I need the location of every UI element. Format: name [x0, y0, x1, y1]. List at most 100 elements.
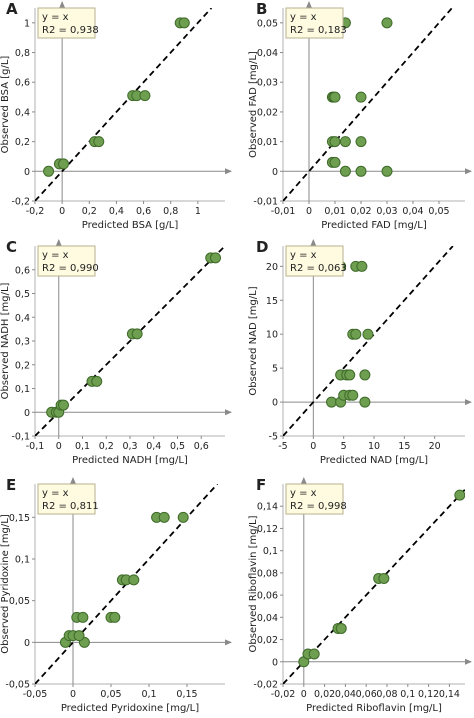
x-tick-label: 5	[341, 441, 347, 452]
panel-C: -0,1 0 0,1 0,2 0,3 0,4 0,5 0,6 -0,1 0 0,1 0,2 0,3 0,4…	[0, 238, 232, 466]
x-tick-label: 20	[429, 441, 441, 452]
x-tick-label: 0,4	[109, 206, 124, 217]
plot-area	[35, 8, 213, 201]
y-tick-label: 5	[272, 364, 278, 375]
y-tick-label: 0	[272, 167, 278, 178]
x-tick-label: 0,14	[439, 689, 460, 700]
data-point	[58, 158, 69, 170]
data-point	[58, 399, 69, 411]
y-tick-label: 0	[24, 408, 30, 419]
x-tick-label: 0,03	[376, 206, 397, 217]
x-tick-label: 0,1	[75, 441, 90, 452]
panel-label: A	[6, 0, 18, 18]
identity-line	[283, 8, 453, 201]
legend-line-label: y = x	[290, 250, 317, 261]
panel-label: E	[6, 476, 16, 494]
legend-line-label: y = x	[42, 12, 69, 23]
y-tick-label: -0,05	[5, 680, 30, 691]
x-axis-title: Predicted FAD [mg/L]	[321, 220, 427, 231]
y-tick-label: 0,05	[257, 18, 278, 29]
legend-box	[285, 7, 344, 39]
y-tick-label: 0,4	[15, 107, 30, 118]
y-tick-label: -0,1	[11, 432, 30, 443]
y-tick-label: 0,02	[257, 635, 278, 646]
x-tick-label: 0	[310, 441, 316, 452]
data-point	[335, 622, 347, 634]
x-tick-label: 0,8	[163, 206, 178, 217]
legend-box	[37, 245, 96, 277]
plot-area	[35, 484, 219, 684]
data-point	[359, 396, 371, 408]
data-point	[91, 375, 103, 387]
x-tick-label: 0,05	[100, 689, 121, 700]
y-tick-label: 0,1	[15, 555, 30, 566]
data-point	[355, 165, 367, 177]
data-point	[356, 260, 368, 272]
data-point	[454, 489, 465, 501]
y-tick-label: 0,04	[257, 48, 278, 59]
y-tick-label: -0,01	[253, 197, 278, 208]
panel-E: -0,05 0 0,05 0,1 0,15 -0,05 0 0,05 0,1 0,15 Predic…	[0, 476, 232, 714]
data-point	[43, 165, 55, 177]
y-tick-label: 0,3	[15, 337, 30, 348]
x-axis-title: Predicted NAD [mg/L]	[320, 455, 428, 466]
x-tick-label: 0,2	[82, 206, 97, 217]
x-tick-label: 0	[70, 689, 76, 700]
x-tick-label: 0	[306, 206, 312, 217]
panel-label: D	[256, 238, 268, 256]
y-tick-label: 20	[266, 262, 278, 273]
panel-B: -0,01 0 0,01 0,02 0,03 0,04 0,05 -0,01 0 0,01 0,02…	[248, 0, 472, 231]
x-tick-label: 0	[56, 441, 62, 452]
y-axis-title: Observed NAD [mg/L]	[248, 286, 259, 395]
x-axis-title: Predicted BSA [g/L]	[82, 220, 179, 231]
legend-r2-label: R2 = 0,063	[290, 263, 347, 274]
y-tick-label: 0,06	[257, 591, 278, 602]
panel-label: B	[256, 0, 267, 18]
y-tick-label: 0,02	[257, 107, 278, 118]
x-tick-label: 0,02	[350, 206, 371, 217]
x-tick-label: -0,2	[26, 206, 45, 217]
y-tick-label: 0,03	[257, 78, 278, 89]
y-tick-label: 1	[24, 18, 30, 29]
y-tick-label: 0	[272, 657, 278, 668]
x-tick-label: -0,01	[271, 206, 296, 217]
data-point	[109, 611, 121, 623]
data-point	[339, 165, 351, 177]
data-point	[344, 369, 356, 381]
legend-box	[285, 245, 344, 277]
y-tick-label: 0	[24, 638, 30, 649]
y-tick-label: 0,8	[15, 48, 30, 59]
plot-area	[283, 8, 453, 201]
x-tick-label: 0,01	[324, 206, 345, 217]
x-tick-label: 0,12	[418, 689, 439, 700]
x-tick-label: 0,6	[194, 441, 209, 452]
y-tick-label: 0,1	[15, 384, 30, 395]
y-tick-label: 0,2	[15, 360, 30, 371]
data-point	[355, 91, 367, 103]
y-tick-label: 0,01	[257, 137, 278, 148]
x-axis-title: Predicted NADH [mg/L]	[72, 455, 188, 466]
x-axis-title: Predicted Riboflavin [mg/L]	[306, 703, 442, 714]
data-point	[210, 252, 221, 264]
legend-box	[37, 483, 96, 515]
legend: y = x R2 = 0,063	[285, 245, 347, 277]
legend-r2-label: R2 = 0,998	[290, 501, 347, 512]
y-axis-title: Observed Pyridoxine [mg/L]	[0, 514, 11, 654]
y-tick-label: 0,15	[9, 513, 30, 524]
x-tick-label: 0,6	[136, 206, 151, 217]
legend-r2-label: R2 = 0,938	[42, 25, 99, 36]
data-point	[139, 90, 151, 102]
x-tick-label: 0,1	[400, 689, 415, 700]
legend-r2-label: R2 = 0,811	[42, 501, 99, 512]
y-tick-label: 0,12	[257, 524, 278, 535]
x-tick-label: 0,08	[376, 689, 397, 700]
y-tick-label: 0,5	[15, 289, 30, 300]
data-point	[177, 511, 189, 523]
data-point	[350, 328, 362, 340]
y-tick-label: 0,05	[9, 596, 30, 607]
data-point	[77, 611, 89, 623]
data-point	[329, 156, 341, 168]
y-axis-title: Observed Riboflavin [mg/L]	[248, 515, 259, 652]
